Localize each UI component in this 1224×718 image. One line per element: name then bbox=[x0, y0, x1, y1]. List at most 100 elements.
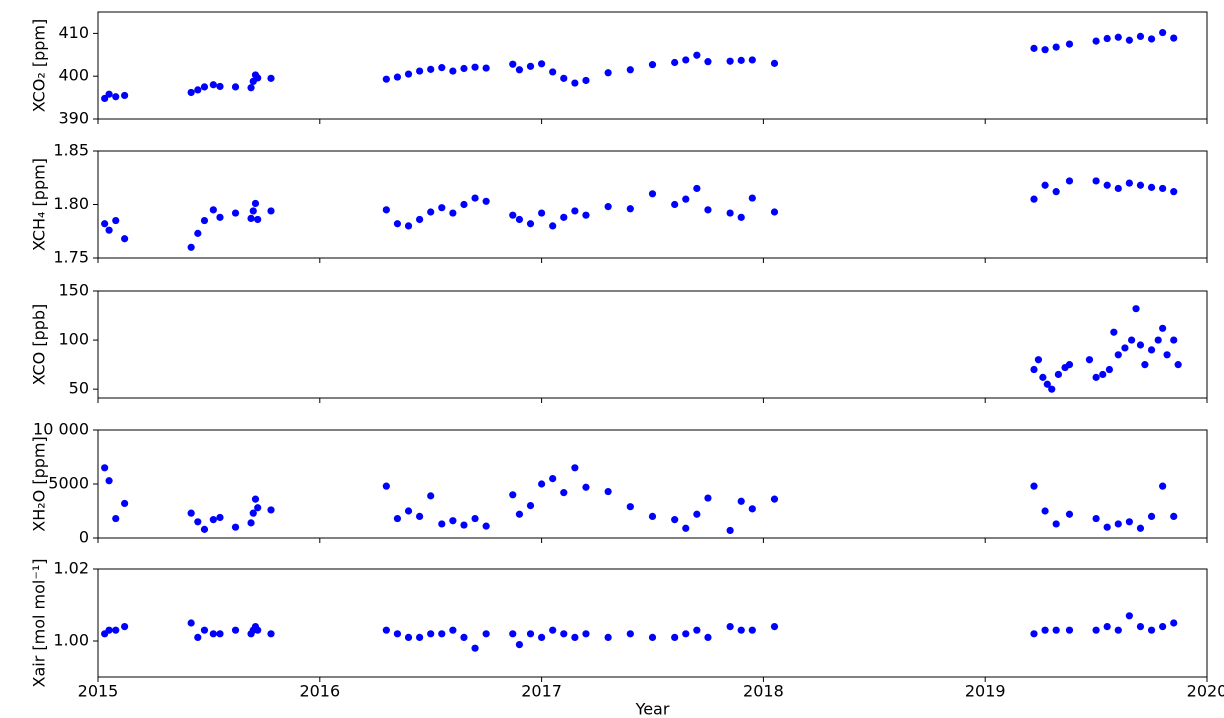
data-point bbox=[105, 90, 113, 98]
data-point bbox=[460, 521, 468, 529]
data-point bbox=[682, 195, 690, 203]
data-point bbox=[482, 197, 490, 205]
data-point bbox=[1159, 28, 1167, 37]
data-point bbox=[1147, 35, 1156, 43]
data-point bbox=[704, 58, 712, 66]
data-point bbox=[748, 194, 756, 202]
data-point bbox=[1065, 40, 1074, 48]
data-point bbox=[209, 630, 217, 638]
data-point bbox=[251, 199, 260, 208]
data-point bbox=[382, 482, 390, 490]
data-point bbox=[382, 206, 390, 214]
data-point bbox=[438, 204, 446, 212]
data-point bbox=[1085, 356, 1094, 364]
data-point bbox=[1136, 32, 1145, 40]
data-point bbox=[254, 504, 262, 512]
data-point bbox=[770, 59, 779, 67]
data-point bbox=[1052, 188, 1060, 196]
data-point bbox=[526, 62, 535, 70]
data-point bbox=[1030, 630, 1038, 638]
data-point bbox=[726, 526, 734, 535]
data-point bbox=[416, 215, 424, 224]
data-point bbox=[1136, 181, 1145, 189]
data-point bbox=[582, 211, 590, 219]
data-point bbox=[449, 67, 457, 75]
data-point bbox=[571, 464, 579, 472]
data-point bbox=[393, 73, 402, 81]
data-point bbox=[1065, 510, 1074, 518]
data-point bbox=[726, 57, 734, 65]
data-point bbox=[693, 184, 701, 193]
y-axis-label: XCH₄ [ppm] bbox=[30, 158, 49, 251]
data-point bbox=[1092, 37, 1100, 45]
data-point bbox=[582, 483, 590, 491]
data-point bbox=[704, 633, 712, 642]
data-point bbox=[726, 623, 734, 631]
data-point bbox=[1159, 184, 1167, 193]
data-point bbox=[1103, 181, 1111, 189]
data-point bbox=[267, 74, 275, 82]
data-point bbox=[216, 82, 224, 91]
data-point bbox=[693, 51, 701, 59]
data-point bbox=[626, 205, 634, 213]
data-point bbox=[471, 194, 479, 202]
data-point bbox=[737, 213, 745, 221]
data-point bbox=[460, 64, 468, 73]
data-point bbox=[1163, 351, 1171, 359]
data-point bbox=[187, 243, 195, 251]
data-point bbox=[404, 222, 413, 230]
data-point bbox=[538, 480, 546, 488]
panel-frame bbox=[97, 11, 1208, 120]
panel-frame bbox=[97, 290, 1208, 399]
data-point bbox=[538, 209, 546, 217]
data-point bbox=[509, 60, 517, 68]
data-point bbox=[571, 633, 579, 642]
data-point bbox=[121, 235, 129, 243]
x-tick-label: 2017 bbox=[521, 682, 562, 701]
data-point bbox=[1170, 34, 1178, 42]
data-point bbox=[1136, 623, 1145, 631]
x-tick-label: 2020 bbox=[1187, 682, 1224, 701]
data-point bbox=[1030, 195, 1038, 203]
data-point bbox=[1105, 365, 1114, 374]
data-point bbox=[1125, 518, 1133, 526]
data-point bbox=[1103, 34, 1111, 43]
data-point bbox=[1121, 344, 1129, 352]
data-point bbox=[748, 505, 756, 513]
data-point bbox=[538, 60, 546, 68]
data-point bbox=[231, 83, 240, 91]
y-tick-label: 410 bbox=[58, 23, 89, 42]
data-point bbox=[704, 494, 712, 502]
y-axis-label: Xair [mol mol⁻¹] bbox=[30, 559, 49, 688]
data-point bbox=[200, 626, 209, 634]
data-point bbox=[549, 222, 557, 230]
data-point bbox=[1141, 361, 1149, 369]
x-tick-label: 2018 bbox=[743, 682, 784, 701]
data-point bbox=[1041, 181, 1049, 189]
data-point bbox=[1065, 361, 1074, 369]
y-tick-label: 1.75 bbox=[53, 248, 89, 267]
data-point bbox=[704, 206, 712, 214]
data-point bbox=[194, 229, 202, 237]
data-point bbox=[648, 512, 657, 521]
data-point bbox=[1136, 524, 1145, 532]
data-point bbox=[194, 518, 202, 526]
data-point bbox=[254, 74, 262, 82]
data-point bbox=[471, 514, 479, 523]
data-point bbox=[247, 84, 255, 92]
data-point bbox=[1159, 623, 1167, 631]
data-point bbox=[1092, 626, 1100, 634]
data-point bbox=[393, 630, 402, 638]
data-point bbox=[1170, 188, 1178, 196]
data-point bbox=[112, 626, 120, 634]
data-point bbox=[121, 499, 129, 508]
data-point bbox=[1048, 385, 1056, 393]
data-point bbox=[1103, 523, 1111, 531]
data-point bbox=[112, 216, 120, 225]
data-point bbox=[382, 626, 390, 634]
data-point bbox=[105, 626, 113, 634]
data-point bbox=[404, 70, 413, 78]
data-point bbox=[254, 626, 262, 634]
x-axis-label: Year bbox=[635, 700, 670, 718]
